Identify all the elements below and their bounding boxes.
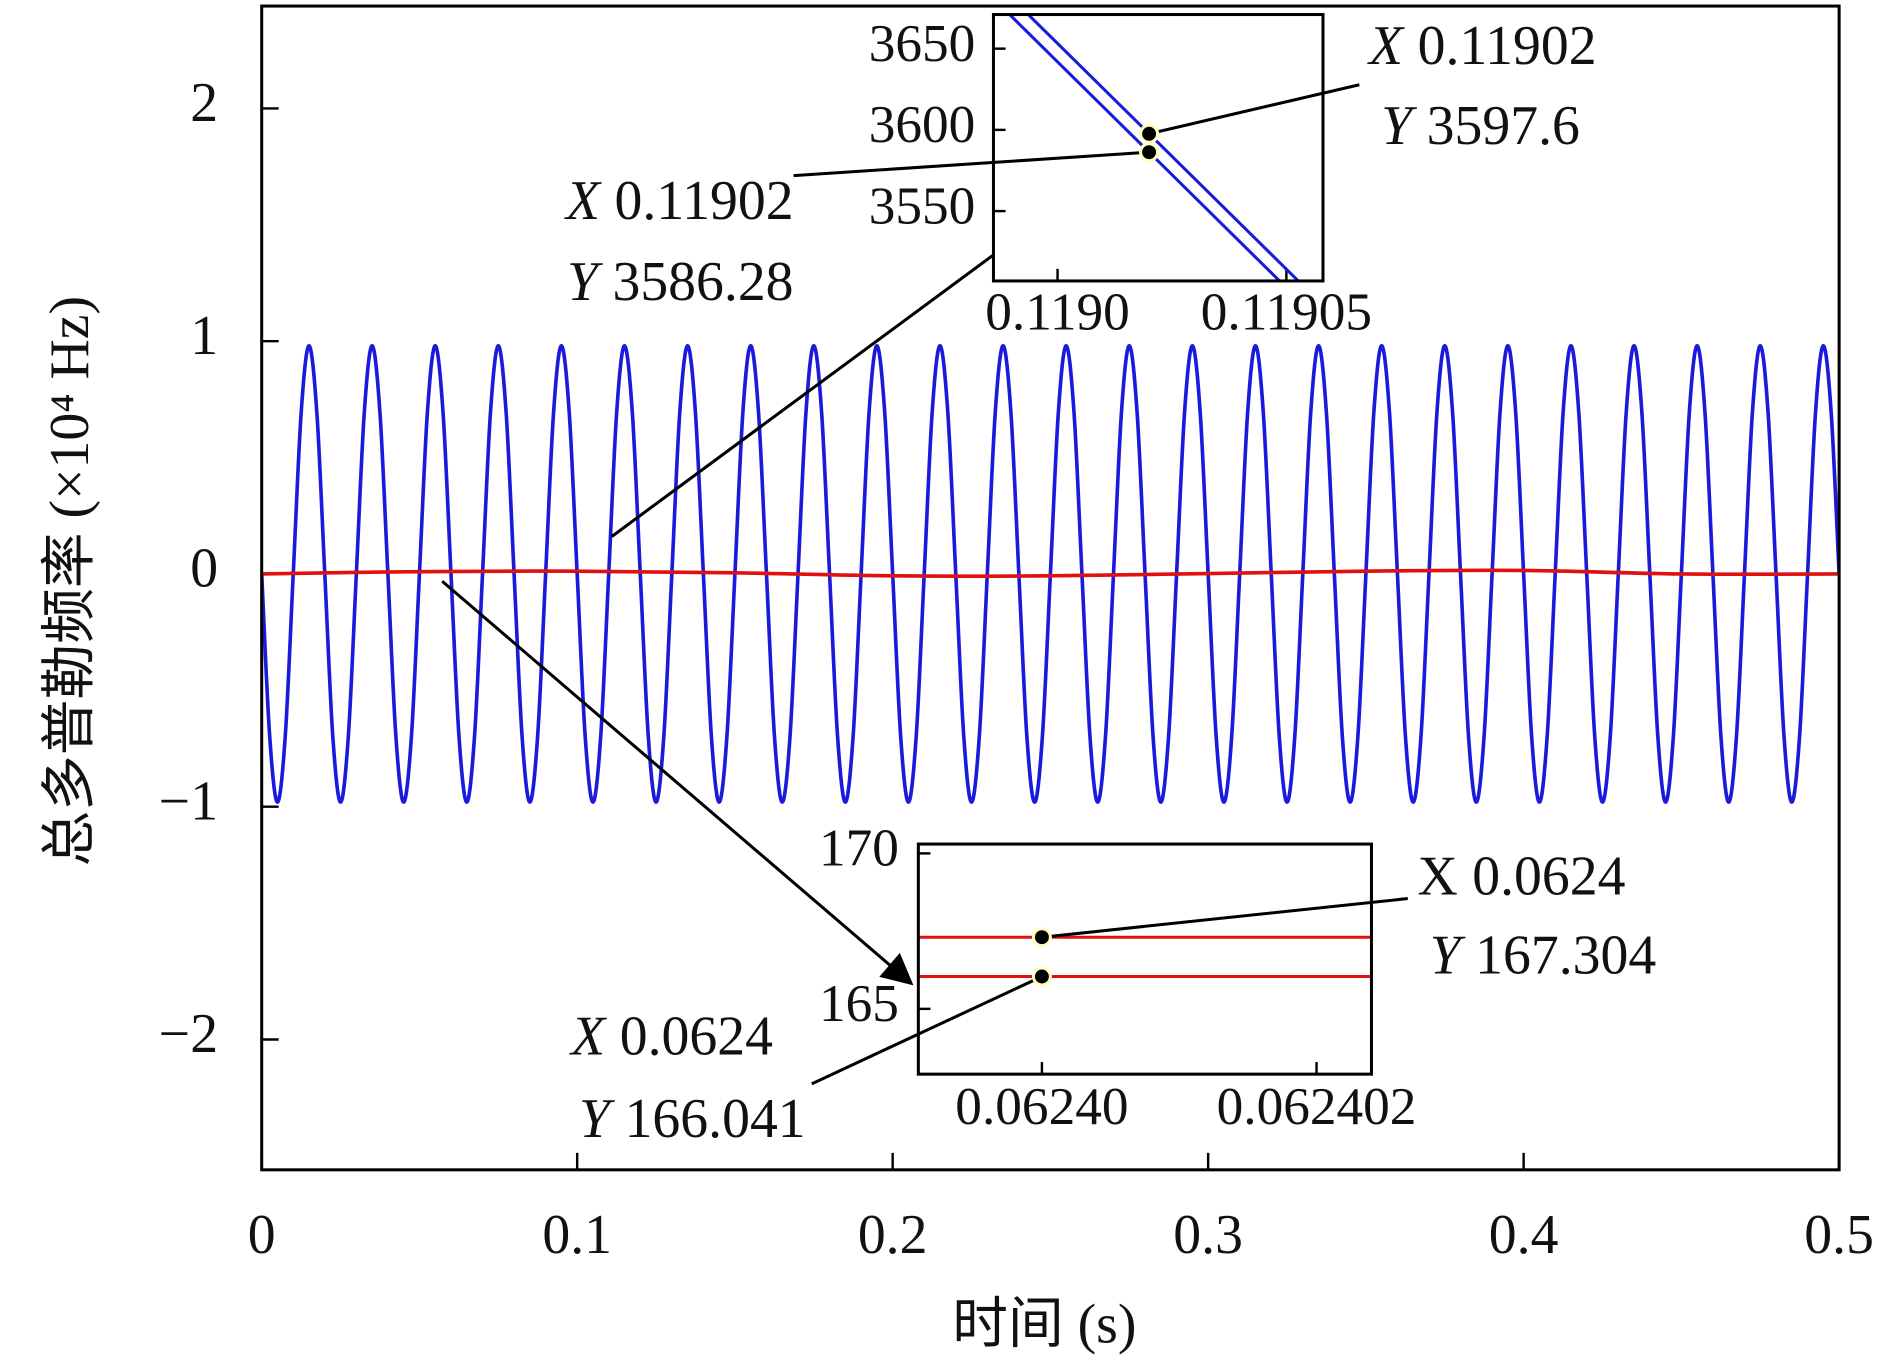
y-tick-label: 3550 [869, 176, 976, 235]
data-line [261, 344, 1840, 804]
leader-line [793, 150, 1150, 178]
annotation-x: X 0.11902 [564, 170, 794, 232]
annotation-x-value: 0.0624 [1472, 845, 1625, 907]
annotation-x: X 0.0624 [1418, 845, 1626, 907]
x-tick-label: 0.06240 [955, 1077, 1128, 1136]
plot-layer: 0 0.1 0.2 0.3 0.4 0.5 −2 −1 0 1 2 0.1190 0.11905 3550… [159, 4, 1874, 1266]
annotation-y-value: 3597.6 [1427, 95, 1580, 157]
x-tick-label: 0.3 [1173, 1204, 1243, 1266]
annotation-x-name: X [564, 170, 602, 232]
annotation-y-name: Y [567, 251, 603, 313]
annotation-y-value: 167.304 [1475, 924, 1656, 986]
inset-background [993, 14, 1323, 281]
y-tick-label: 0 [190, 538, 218, 600]
x-tick-label: 0.2 [858, 1204, 928, 1266]
data-line [261, 568, 1840, 578]
data-marker [1139, 123, 1160, 144]
inset-background [918, 844, 1372, 1075]
y-tick-label: −2 [159, 1003, 218, 1065]
y-tick-label: 3600 [869, 95, 976, 154]
y-tick-label: −1 [159, 771, 218, 833]
annotation-x: X 0.11902 [1367, 15, 1597, 77]
y-tick-label: 170 [819, 819, 899, 878]
leader-line [811, 975, 1043, 1086]
y-tick-label: 3650 [869, 14, 976, 73]
annotation-x-value: 0.11902 [1418, 15, 1597, 77]
plot-frame [260, 4, 1841, 1172]
data-marker [1139, 142, 1160, 163]
inset-frame [991, 13, 1325, 283]
x-tick-label: 0.062402 [1217, 1077, 1417, 1136]
annotation-x-name: X [1418, 845, 1458, 907]
annotation-y: Y 3597.6 [1381, 95, 1580, 157]
data-marker [1031, 927, 1052, 948]
annotation-y: Y 3586.28 [567, 251, 794, 313]
y-tick-label: 165 [819, 974, 899, 1033]
annotation-y-value: 166.041 [625, 1088, 806, 1150]
x-tick-label: 0 [248, 1204, 276, 1266]
x-tick-label: 0.11905 [1201, 283, 1372, 342]
inset-frame [916, 842, 1373, 1076]
y-tick-label: 1 [190, 305, 218, 367]
leader-line [1148, 83, 1360, 136]
y-axis-label: 总多普勒频率 (×10⁴ Hz) [39, 296, 101, 867]
annotation-y-name: Y [579, 1088, 615, 1150]
x-tick-label: 0.1190 [985, 283, 1130, 342]
annotation-y: Y 167.304 [1430, 924, 1657, 986]
y-tick-label: 2 [190, 72, 218, 134]
data-marker [1031, 966, 1052, 987]
annotation-x-value: 0.0624 [620, 1005, 773, 1067]
x-tick-label: 0.1 [542, 1204, 612, 1266]
x-tick-label: 0.4 [1489, 1204, 1559, 1266]
annotation-y-value: 3586.28 [612, 251, 793, 313]
annotation-x-value: 0.11902 [615, 170, 794, 232]
x-axis-label: 时间 (s) [952, 1293, 1136, 1355]
arrow [441, 580, 914, 986]
annotation-y-name: Y [1430, 924, 1466, 986]
annotation-y: Y 166.041 [579, 1088, 806, 1150]
annotation-x-name: X [1367, 15, 1405, 77]
annotation-y-name: Y [1381, 95, 1417, 157]
leader-line [1041, 897, 1408, 939]
x-tick-label: 0.5 [1804, 1204, 1874, 1266]
annotation-x-name: X [569, 1005, 607, 1067]
annotation-x: X 0.0624 [569, 1005, 773, 1067]
